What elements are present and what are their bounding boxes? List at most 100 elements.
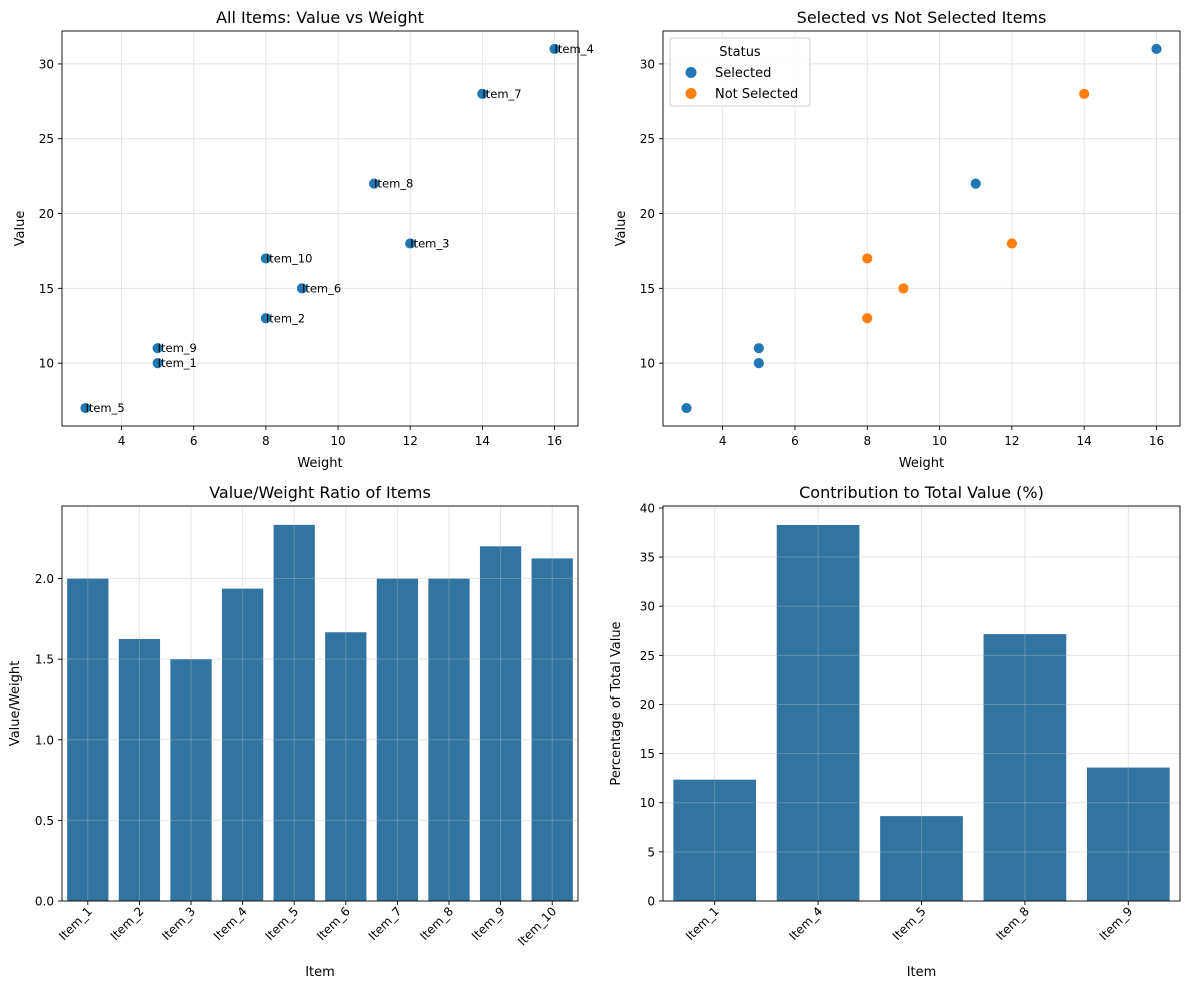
y-tick-label: 0 [647,895,655,909]
x-tick-label: Item_6 [314,904,353,943]
y-tick-label: 15 [640,282,655,296]
y-tick-label: 0.5 [35,814,54,828]
point-label: Item_5 [85,401,124,415]
y-tick-label: 20 [640,698,655,712]
y-tick-label: 10 [39,357,54,371]
x-tick-label: Item_8 [993,904,1032,943]
bar [221,588,264,901]
bar [325,632,367,901]
data-point [259,312,272,325]
data-point [752,342,765,355]
bar [273,524,315,901]
data-point [861,252,874,265]
bar [1086,767,1170,901]
data-point [861,312,874,325]
bar [673,779,757,901]
x-tick-label: Item_4 [211,904,250,943]
y-tick-label: 2.0 [35,572,54,586]
data-point [752,357,765,370]
y-tick-label: 30 [640,57,655,71]
x-tick-label: 14 [475,434,490,448]
x-tick-label: Item_9 [1097,904,1136,943]
bar [776,524,860,901]
legend-box [669,37,811,107]
x-axis-label: Weight [297,456,342,471]
point-label: Item_6 [302,281,341,295]
x-axis-label: Weight [899,456,944,471]
legend-title: Status [719,45,761,60]
legend-marker [685,88,697,99]
point-label: Item_3 [410,236,449,250]
y-tick-label: 15 [640,747,655,761]
x-tick-label: 8 [863,434,871,448]
y-tick-label: 20 [39,207,54,221]
x-tick-label: Item_1 [683,904,722,943]
axes-frame [662,30,1181,427]
x-axis-label: Item [305,965,335,980]
point-label: Item_8 [374,177,413,191]
data-point [404,237,417,250]
bar [428,578,470,901]
x-tick-label: 10 [330,434,345,448]
y-axis-label: Value [13,211,28,247]
legend: Status Selected Not Selected [669,37,811,107]
legend-entry: Not Selected [715,87,798,102]
data-point [151,357,164,370]
y-tick-label: 10 [640,357,655,371]
y-axis-label: Value [614,211,629,247]
x-tick-label: 16 [1149,434,1164,448]
x-axis-label: Item [907,965,937,980]
y-axis-label: Value/Weight [8,661,23,746]
legend-entry: Selected [715,66,771,81]
data-point [476,87,489,100]
data-point [259,252,272,265]
bar [170,659,212,901]
bar [531,558,573,901]
x-tick-label: Item_7 [366,904,405,943]
y-tick-label: 30 [640,600,655,614]
y-tick-label: 10 [640,796,655,810]
bar [880,816,963,901]
point-label: Item_10 [266,251,313,265]
value-vs-weight-scatter: Item_1 Item_2 Item_3 Item_4 Item_5 Item_6 Item… [13,8,594,471]
x-tick-label: Item_3 [159,904,198,943]
x-tick-label: 8 [262,434,270,448]
data-point [79,402,92,414]
chart-title: All Items: Value vs Weight [216,8,424,27]
chart-title: Value/Weight Ratio of Items [209,483,431,502]
y-tick-label: 1.5 [35,653,54,667]
data-point [368,177,381,190]
bar [67,578,109,901]
x-tick-label: Item_5 [262,904,301,943]
data-point [548,43,561,55]
selected-vs-not-selected-scatter: 4 6 8 10 12 14 16 10 15 20 25 30 Selected vs Not Sel… [614,8,1181,471]
x-tick-label: Item_5 [890,904,929,943]
bar [479,546,522,901]
point-label: Item_4 [555,42,594,56]
x-tick-label: 16 [547,434,562,448]
y-axis-label: Percentage of Total Value [609,621,624,785]
x-tick-label: Item_9 [469,904,508,943]
x-tick-label: 14 [1077,434,1092,448]
data-point [969,177,982,190]
legend-marker [685,67,697,78]
x-tick-label: 10 [932,434,947,448]
point-label: Item_9 [158,341,197,355]
data-point [296,282,308,295]
x-tick-label: 4 [118,434,126,448]
axes-frame [61,505,579,902]
y-tick-label: 0.0 [35,895,54,909]
y-tick-label: 40 [640,501,655,515]
x-tick-label: Item_4 [786,904,825,943]
point-label: Item_7 [482,87,521,101]
data-point [1005,237,1018,250]
value-weight-ratio-bar-chart: Item_1 Item_2 Item_3 Item_4 Item_5 Item_6 Item… [8,483,579,980]
x-tick-label: Item_8 [417,904,456,943]
y-tick-label: 5 [647,845,655,859]
x-tick-label: 6 [190,434,198,448]
x-tick-label: 4 [719,434,727,448]
x-tick-label: 6 [791,434,799,448]
data-point [680,402,693,414]
axes-frame [61,30,579,427]
